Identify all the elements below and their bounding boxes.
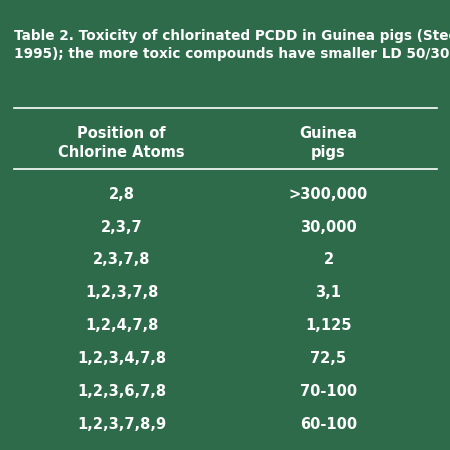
Text: 2,3,7: 2,3,7 [101, 220, 142, 234]
Text: 3,1: 3,1 [315, 285, 342, 300]
Text: 70-100: 70-100 [300, 384, 357, 399]
Text: 2,8: 2,8 [108, 187, 135, 202]
Text: 1,2,3,7,8: 1,2,3,7,8 [85, 285, 158, 300]
Text: 1,2,3,7,8,9: 1,2,3,7,8,9 [77, 417, 166, 432]
Text: 30,000: 30,000 [300, 220, 357, 234]
Text: Guinea
pigs: Guinea pigs [300, 126, 357, 160]
Text: 1,2,3,6,7,8: 1,2,3,6,7,8 [77, 384, 166, 399]
Text: >300,000: >300,000 [289, 187, 368, 202]
Text: Position of
Chlorine Atoms: Position of Chlorine Atoms [58, 126, 185, 160]
Text: 1,125: 1,125 [305, 318, 352, 333]
Text: 2: 2 [324, 252, 333, 267]
Text: 72,5: 72,5 [310, 351, 346, 366]
Text: 1,2,4,7,8: 1,2,4,7,8 [85, 318, 158, 333]
Text: 1,2,3,4,7,8: 1,2,3,4,7,8 [77, 351, 166, 366]
Text: Table 2. Toxicity of chlorinated PCDD in Guinea pigs (Steel Times,
1995); the mo: Table 2. Toxicity of chlorinated PCDD in… [14, 29, 450, 61]
Text: 60-100: 60-100 [300, 417, 357, 432]
Text: 2,3,7,8: 2,3,7,8 [93, 252, 150, 267]
